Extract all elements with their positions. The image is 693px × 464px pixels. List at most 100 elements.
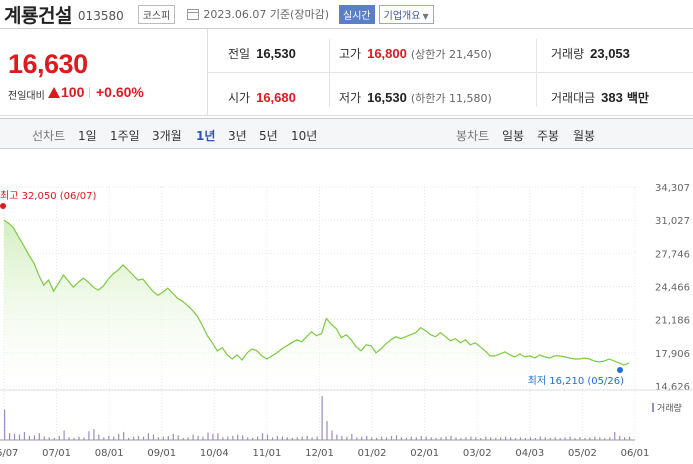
- stat-value: 16,800: [367, 46, 407, 61]
- volume-bar: [574, 438, 576, 440]
- volume-bar: [162, 436, 164, 440]
- tab-3y[interactable]: 3년: [228, 129, 247, 143]
- as-of-date: 2023.06.07 기준(장마감): [203, 8, 330, 21]
- volume-bar: [98, 434, 100, 440]
- volume-bar: [202, 436, 204, 440]
- volume-bar: [252, 438, 254, 440]
- volume-bar: [232, 435, 234, 440]
- volume-bar: [301, 436, 303, 440]
- volume-bar: [296, 437, 298, 440]
- volume-bar: [351, 433, 353, 440]
- volume-bar: [137, 435, 140, 440]
- current-price-box: 16,630 전일대비 100 +0.60%: [0, 29, 208, 116]
- volume-bar: [614, 431, 616, 440]
- volume-bar: [584, 438, 586, 440]
- volume-bar: [425, 436, 427, 440]
- y-tick-label: 17,906: [655, 349, 690, 360]
- volume-bar: [291, 438, 293, 440]
- volume-bar: [13, 433, 16, 440]
- column-divider: [329, 39, 330, 107]
- realtime-button[interactable]: 실시간: [339, 4, 375, 24]
- volume-bar: [4, 409, 6, 440]
- volume-bar: [460, 438, 462, 440]
- change-percent: +0.60%: [96, 84, 144, 100]
- volume-bar: [88, 431, 90, 440]
- volume-bar: [306, 435, 308, 440]
- volume-bar: [53, 438, 55, 440]
- volume-bar: [356, 437, 358, 440]
- volume-bar: [371, 437, 373, 440]
- change-label: 전일대비: [8, 91, 45, 102]
- tab-10y[interactable]: 10년: [291, 129, 318, 143]
- volume-bar: [629, 436, 631, 440]
- volume-bar: [435, 438, 437, 440]
- tab-5y[interactable]: 5년: [259, 129, 278, 143]
- stat-value: 23,053: [590, 46, 630, 61]
- stat-volume: 거래량 23,053: [551, 45, 630, 62]
- volume-bar: [128, 438, 130, 440]
- volume-bar: [172, 433, 174, 440]
- company-info-label: 기업개요: [383, 10, 421, 22]
- volume-bar: [83, 437, 85, 440]
- stat-low: 저가 16,530 (하한가 11,580): [339, 89, 492, 106]
- price-change: 100: [48, 84, 84, 100]
- volume-bar: [326, 421, 328, 440]
- volume-bar: [385, 437, 388, 440]
- volume-bar: [133, 436, 135, 440]
- volume-bar: [381, 436, 383, 440]
- tab-3m[interactable]: 3개월: [152, 129, 182, 143]
- volume-bar: [470, 436, 472, 440]
- volume-bar: [624, 437, 626, 440]
- y-tick-label: 27,746: [655, 249, 690, 260]
- volume-bar: [266, 434, 269, 440]
- y-tick-label: 34,307: [655, 183, 690, 194]
- volume-bar: [510, 437, 512, 440]
- tab-1d[interactable]: 1일: [78, 129, 97, 143]
- volume-bar: [108, 435, 110, 440]
- x-tick-label: 09/01: [147, 448, 176, 459]
- volume-bar: [534, 438, 536, 440]
- low-marker: [617, 366, 623, 373]
- price-chart-svg: 06/07 07/01 08/01 09/01 10/04 11/01 12/01 01/02…: [0, 183, 693, 459]
- volume-bar: [376, 438, 378, 440]
- volume-bar: [505, 436, 507, 440]
- tab-daily[interactable]: 일봉: [502, 129, 525, 143]
- tab-1y[interactable]: 1년: [196, 129, 216, 143]
- x-tick-label: 06/01: [621, 448, 650, 459]
- volume-bar: [564, 437, 566, 440]
- volume-bar: [93, 429, 95, 440]
- stock-code: 013580: [77, 9, 124, 23]
- volume-bar: [217, 433, 219, 440]
- chart-period-tabs: 선차트 1일 1주일 3개월 1년 3년 5년 10년 봉차트 일봉 주봉 월봉: [0, 118, 693, 149]
- stat-label: 고가: [339, 47, 362, 61]
- x-tick-label: 10/04: [200, 448, 229, 459]
- volume-bar: [549, 438, 551, 440]
- tab-1w[interactable]: 1주일: [110, 129, 140, 143]
- volume-bar: [28, 435, 30, 440]
- x-tick-label: 04/03: [515, 448, 544, 459]
- volume-bar: [569, 436, 571, 440]
- company-info-dropdown[interactable]: 기업개요 ▼: [378, 4, 434, 24]
- volume-bar: [257, 436, 259, 440]
- volume-bar: [500, 437, 502, 440]
- volume-bar: [430, 437, 432, 440]
- volume-bar: [609, 437, 611, 440]
- volume-bar: [599, 437, 601, 440]
- x-tick-label: 05/02: [568, 448, 597, 459]
- volume-bar: [490, 437, 492, 440]
- volume-legend-label: 거래량: [657, 402, 682, 414]
- price-line: [3, 219, 630, 366]
- volume-bar: [519, 437, 522, 440]
- volume-bar: [311, 437, 313, 440]
- tab-weekly[interactable]: 주봉: [537, 129, 560, 143]
- volume-bar: [207, 432, 209, 440]
- volume-bar: [450, 435, 452, 440]
- volume-bar: [237, 434, 239, 440]
- x-tick-label: 02/01: [410, 448, 439, 459]
- tab-monthly[interactable]: 월봉: [573, 129, 596, 143]
- volume-bar: [331, 430, 333, 440]
- column-divider: [536, 39, 537, 107]
- volume-bar: [475, 437, 477, 440]
- volume-bar: [261, 433, 264, 440]
- volume-bar: [390, 435, 393, 440]
